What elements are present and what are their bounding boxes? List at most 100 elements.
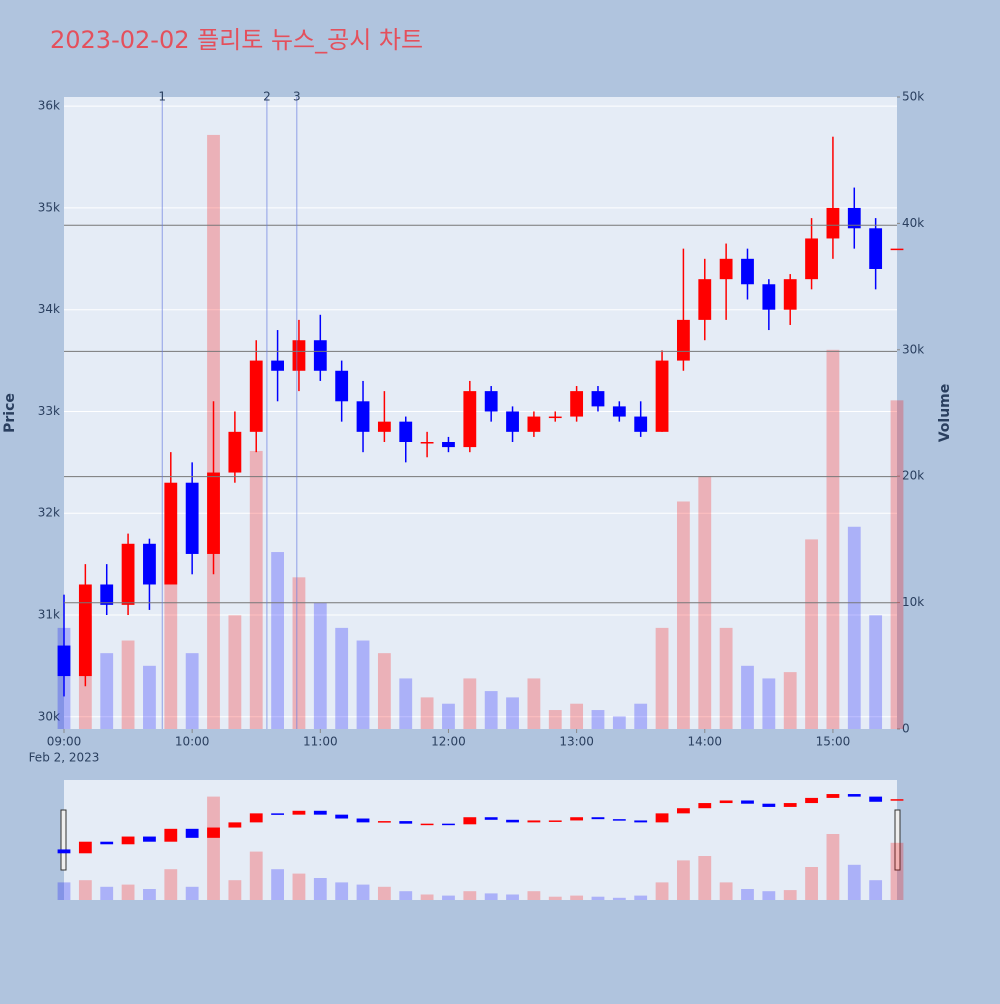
slider-candle xyxy=(719,800,733,804)
y2-tick-label: 50k xyxy=(902,90,924,104)
slider-volume-bar xyxy=(634,895,648,900)
slider-candle xyxy=(143,836,156,842)
range-slider[interactable] xyxy=(64,780,897,900)
volume-bar xyxy=(677,501,690,729)
volume-bar xyxy=(634,703,648,729)
slider-candle xyxy=(805,797,818,804)
candle-body xyxy=(228,431,242,473)
slider-candle xyxy=(292,810,306,815)
slider-volume-bar xyxy=(399,891,413,900)
slider-candle xyxy=(655,813,669,823)
slider-volume-bar xyxy=(57,882,71,900)
slider-volume-bar xyxy=(890,842,904,900)
candle-body xyxy=(741,258,754,285)
candle-body xyxy=(698,279,712,320)
range-handle-right[interactable] xyxy=(894,809,901,871)
volume-bar xyxy=(335,627,349,729)
slider-candle xyxy=(570,817,584,821)
candle-body xyxy=(377,421,391,432)
volume-bar xyxy=(570,703,584,729)
slider-candle xyxy=(506,819,519,823)
volume-bar xyxy=(869,615,883,729)
y-tick-label: 31k xyxy=(38,608,60,622)
slider-volume-bar xyxy=(207,796,220,900)
volume-bar xyxy=(805,539,818,729)
slider-candle xyxy=(271,813,284,815)
slider-volume-bar xyxy=(463,891,477,900)
slider-candle xyxy=(185,828,199,838)
candle-body xyxy=(249,360,263,432)
slider-candle xyxy=(78,841,92,854)
slider-candle xyxy=(677,808,690,814)
slider-volume-bar xyxy=(548,896,562,900)
y-axis-title: Price xyxy=(2,393,18,433)
chart-title: 2023-02-02 플리토 뉴스_공시 차트 xyxy=(50,26,423,54)
slider-candle xyxy=(121,836,135,845)
volume-bar xyxy=(399,678,413,729)
y2-tick-label: 10k xyxy=(902,595,924,609)
y-tick-label: 34k xyxy=(38,302,60,316)
candle-body xyxy=(335,370,349,402)
slider-candle xyxy=(207,827,220,838)
volume-bar xyxy=(591,710,605,729)
slider-volume-bar xyxy=(741,889,754,900)
candle-body xyxy=(612,406,626,417)
volume-bar xyxy=(783,672,797,729)
x-tick-label: 10:00 xyxy=(175,735,210,749)
volume-bar xyxy=(506,697,519,729)
slider-volume-bar xyxy=(335,882,349,900)
slider-volume-bar xyxy=(442,895,455,900)
slider-volume-bar xyxy=(506,894,519,900)
slider-volume-bar xyxy=(249,851,263,900)
x-date-label: Feb 2, 2023 xyxy=(29,751,100,765)
slider-candle xyxy=(783,803,797,807)
event-label: 2 xyxy=(263,90,271,104)
y2-tick-label: 20k xyxy=(902,469,924,483)
x-tick-label: 09:00 xyxy=(47,735,82,749)
volume-bar xyxy=(313,602,327,729)
volume-bar xyxy=(548,710,562,729)
x-tick-label: 14:00 xyxy=(687,735,722,749)
slider-volume-bar xyxy=(292,873,306,900)
slider-volume-bar xyxy=(100,886,114,900)
slider-volume-bar xyxy=(164,869,178,900)
slider-volume-bar xyxy=(762,891,776,900)
candle-body xyxy=(548,416,562,419)
volume-bar xyxy=(249,450,263,729)
candle-body xyxy=(313,340,327,371)
slider-candle xyxy=(612,819,626,821)
slider-volume-bar xyxy=(356,884,370,900)
candle-body xyxy=(143,543,156,585)
volume-bar xyxy=(826,349,840,729)
slider-volume-bar xyxy=(271,869,284,900)
slider-candle xyxy=(164,828,178,842)
slider-candle xyxy=(634,820,648,823)
slider-volume-bar xyxy=(783,890,797,900)
volume-bar xyxy=(356,640,370,729)
volume-bar xyxy=(847,526,861,729)
candle-body xyxy=(420,442,434,444)
candle-body xyxy=(890,248,904,251)
range-handle-left[interactable] xyxy=(60,809,67,871)
slider-candle xyxy=(335,814,349,819)
slider-volume-bar xyxy=(655,882,669,900)
slider-volume-bar xyxy=(869,880,883,900)
slider-volume-bar xyxy=(698,856,712,900)
slider-candle xyxy=(527,820,541,823)
candle-body xyxy=(655,360,669,432)
slider-volume-bar xyxy=(121,884,135,900)
volume-bar xyxy=(185,653,199,729)
event-label: 1 xyxy=(158,90,166,104)
slider-volume-bar xyxy=(228,880,242,900)
candle-body xyxy=(570,391,584,417)
volume-bar xyxy=(762,678,776,729)
x-tick-label: 15:00 xyxy=(816,735,851,749)
slider-candle xyxy=(548,820,562,822)
y-tick-label: 32k xyxy=(38,506,60,520)
volume-bar xyxy=(719,627,733,729)
volume-bar xyxy=(655,627,669,729)
candle-body xyxy=(356,401,370,432)
volume-bar xyxy=(228,615,242,729)
volume-bar xyxy=(484,691,498,729)
